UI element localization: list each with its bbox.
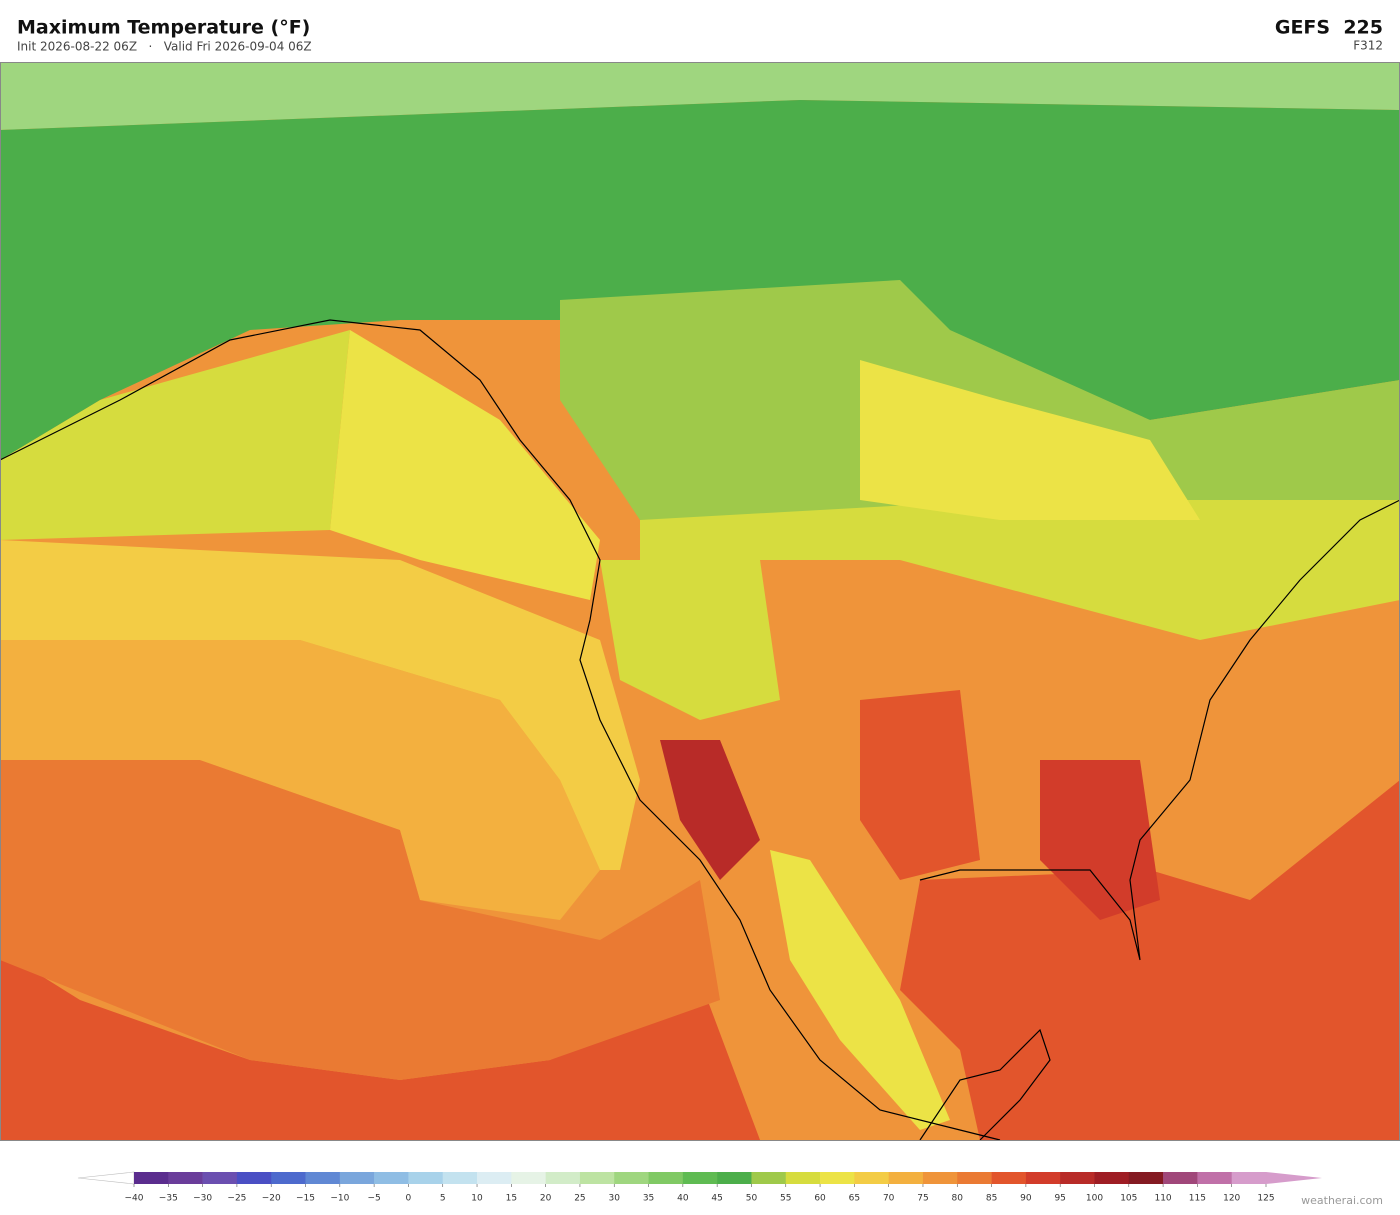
colorbar-segment xyxy=(1094,1172,1130,1184)
colorbar-segment xyxy=(339,1172,375,1184)
colorbar-tick-label: 110 xyxy=(1154,1194,1171,1204)
colorbar-tick-label: 50 xyxy=(746,1194,758,1204)
colorbar-tick-label: 5 xyxy=(440,1194,446,1204)
colorbar-segment xyxy=(477,1172,512,1184)
colorbar-tick-label: 65 xyxy=(849,1194,860,1204)
model: GEFS 225 xyxy=(1275,17,1383,39)
colorbar-tick-label: 25 xyxy=(574,1194,585,1204)
colorbar-tick-label: 85 xyxy=(986,1194,997,1204)
colorbar-segment xyxy=(957,1172,992,1184)
forecast-hour: F312 xyxy=(1353,39,1383,53)
colorbar-segment xyxy=(717,1172,752,1184)
colorbar-over xyxy=(1266,1172,1322,1184)
colorbar-segment xyxy=(545,1172,581,1184)
colorbar-segment xyxy=(236,1172,272,1184)
colorbar-tick-label: −30 xyxy=(193,1194,212,1204)
colorbar-tick-label: 30 xyxy=(609,1194,621,1204)
colorbar-segment xyxy=(168,1172,203,1184)
colorbar-tick-label: 40 xyxy=(677,1194,689,1204)
colorbar-tick-label: 125 xyxy=(1257,1194,1274,1204)
colorbar-tick-label: 95 xyxy=(1054,1194,1065,1204)
colorbar-tick-label: −5 xyxy=(367,1194,380,1204)
colorbar-segment xyxy=(202,1172,238,1184)
colorbar-segment xyxy=(305,1172,341,1184)
colorbar-segment xyxy=(442,1172,478,1184)
subtitle: Init 2026-08-22 06Z · Valid Fri 2026-09-… xyxy=(17,40,312,54)
credit[interactable]: weatherai.com xyxy=(1301,1194,1383,1207)
colorbar-tick-label: 35 xyxy=(643,1194,654,1204)
colorbar-segment xyxy=(854,1172,889,1184)
title: Maximum Temperature (°F) xyxy=(17,17,310,39)
colorbar-tick-label: 60 xyxy=(814,1194,826,1204)
colorbar-tick-label: 45 xyxy=(711,1194,722,1204)
colorbar-tick-label: 15 xyxy=(506,1194,517,1204)
colorbar-tick-label: 0 xyxy=(406,1194,412,1204)
colorbar-tick-label: 55 xyxy=(780,1194,791,1204)
colorbar-tick-label: 75 xyxy=(917,1194,928,1204)
colorbar-segment xyxy=(614,1172,649,1184)
colorbar-segment xyxy=(1231,1172,1267,1184)
colorbar-segment xyxy=(1163,1172,1198,1184)
colorbar-segment xyxy=(751,1172,787,1184)
colorbar-tick-label: 20 xyxy=(540,1194,552,1204)
colorbar-segment xyxy=(374,1172,409,1184)
colorbar-segment xyxy=(991,1172,1027,1184)
map xyxy=(0,62,1400,1141)
colorbar-tick-label: 80 xyxy=(952,1194,964,1204)
colorbar: −40 −35 −30 −25 −20 −15 −10 −5 0 5 10 15 20 25 30 35 40 4… xyxy=(77,1171,1322,1204)
colorbar-tick-label: −10 xyxy=(330,1194,349,1204)
colorbar-segment xyxy=(648,1172,684,1184)
colorbar-tick-label: −40 xyxy=(125,1194,144,1204)
colorbar-tick-label: 100 xyxy=(1086,1194,1103,1204)
colorbar-segment xyxy=(1197,1172,1232,1184)
colorbar-tick-label: −15 xyxy=(296,1194,315,1204)
colorbar-segment xyxy=(1025,1172,1061,1184)
colorbar-tick-label: 10 xyxy=(471,1194,483,1204)
colorbar-segment xyxy=(785,1172,821,1184)
colorbar-tick-label: 70 xyxy=(883,1194,895,1204)
colorbar-segment xyxy=(820,1172,855,1184)
colorbar-tick-label: −25 xyxy=(227,1194,246,1204)
colorbar-under xyxy=(77,1171,135,1185)
colorbar-tick-label: −20 xyxy=(262,1194,281,1204)
colorbar-segment xyxy=(1128,1172,1164,1184)
colorbar-segment xyxy=(408,1172,444,1184)
colorbar-tick-label: 105 xyxy=(1120,1194,1137,1204)
colorbar-segment xyxy=(922,1172,958,1184)
colorbar-tick-label: 90 xyxy=(1020,1194,1032,1204)
colorbar-segment xyxy=(888,1172,924,1184)
colorbar-segment xyxy=(271,1172,306,1184)
colorbar-tick-label: 115 xyxy=(1189,1194,1206,1204)
colorbar-segment xyxy=(134,1172,169,1184)
colorbar-segment xyxy=(1060,1172,1095,1184)
colorbar-tick-label: −35 xyxy=(159,1194,178,1204)
colorbar-segment xyxy=(579,1172,615,1184)
colorbar-segment xyxy=(511,1172,546,1184)
colorbar-segment xyxy=(682,1172,718,1184)
colorbar-tick-label: 120 xyxy=(1223,1194,1240,1204)
